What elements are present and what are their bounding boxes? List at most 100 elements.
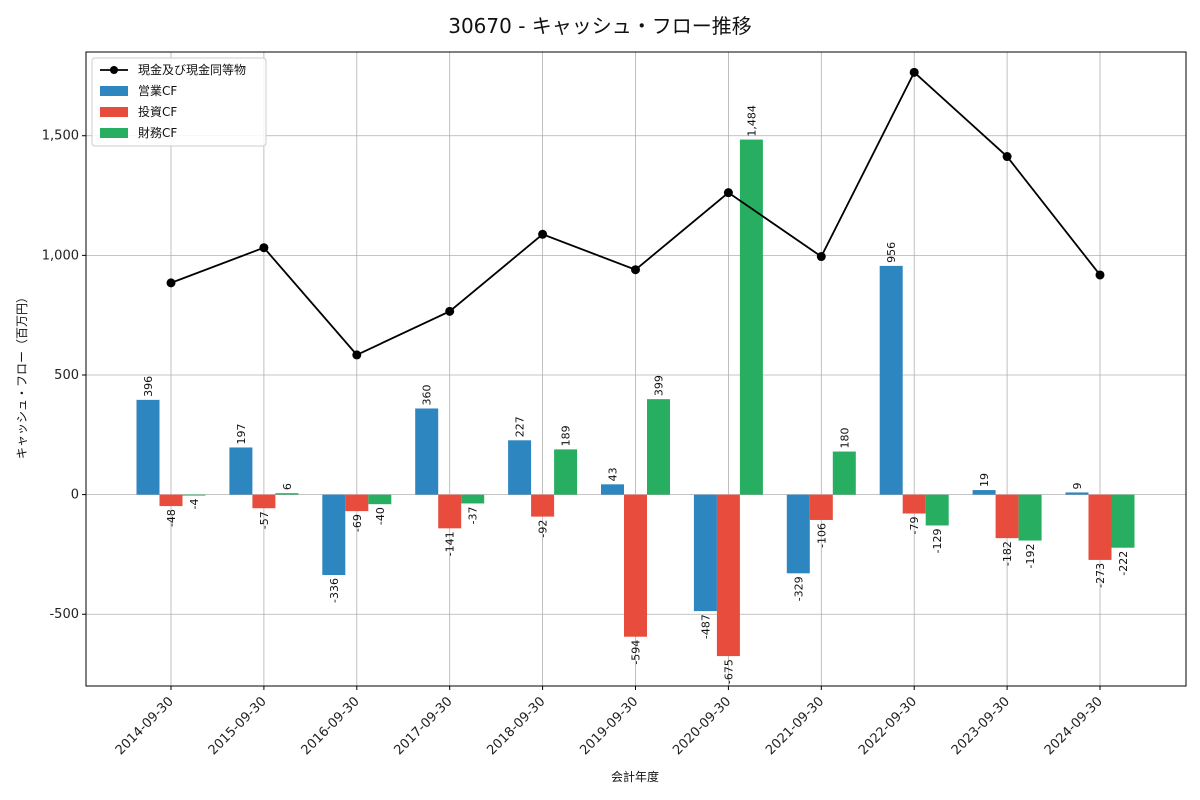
bar-営業CF-2018-09-30: [508, 440, 532, 495]
bar-営業CF-2019-09-30: [601, 484, 624, 495]
bar-value-label: -129: [931, 528, 944, 553]
bar-value-label: -92: [537, 520, 550, 538]
cash-point-2022-09-30: [909, 67, 919, 77]
x-tick-label: 2014-09-30: [113, 694, 177, 758]
cash-point-2024-09-30: [1095, 270, 1105, 280]
bar-value-label: -594: [630, 640, 643, 665]
x-tick-label: 2021-09-30: [763, 694, 827, 758]
cash-point-2014-09-30: [166, 278, 176, 288]
bar-財務CF-2021-09-30: [832, 451, 856, 495]
x-tick-label: 2022-09-30: [856, 694, 920, 758]
cash-point-2023-09-30: [1002, 152, 1012, 162]
bar-投資CF-2019-09-30: [624, 494, 647, 637]
bar-営業CF-2024-09-30: [1065, 492, 1089, 495]
legend-box: [91, 57, 267, 147]
bar-value-label: 197: [235, 423, 248, 444]
bar-投資CF-2024-09-30: [1088, 494, 1112, 560]
bar-value-label: 19: [978, 473, 991, 487]
bar-value-label: -675: [722, 659, 735, 684]
bar-value-label: -79: [908, 517, 921, 535]
bar-value-label: 956: [885, 242, 898, 263]
bar-財務CF-2015-09-30: [275, 493, 299, 495]
cash-point-2017-09-30: [445, 306, 455, 316]
bar-value-label: 189: [560, 425, 573, 446]
bar-value-label: -37: [467, 506, 480, 524]
bar-財務CF-2023-09-30: [1018, 494, 1042, 541]
bar-投資CF-2014-09-30: [159, 494, 183, 507]
bar-value-label: 1,484: [745, 105, 758, 137]
bar-営業CF-2020-09-30: [693, 494, 717, 612]
bar-value-label: 6: [281, 483, 294, 490]
bar-財務CF-2016-09-30: [368, 494, 392, 505]
y-tick-label: 1,000: [42, 248, 79, 263]
legend-label: 営業CF: [138, 84, 177, 98]
bar-投資CF-2017-09-30: [438, 494, 462, 529]
bar-財務CF-2017-09-30: [461, 494, 485, 504]
x-tick-label: 2020-09-30: [670, 694, 734, 758]
x-axis-title: 会計年度: [611, 769, 659, 784]
bar-営業CF-2015-09-30: [229, 447, 253, 495]
y-axis-title: キャッシュ・フロー（百万円）: [15, 291, 29, 459]
bar-value-label: -48: [165, 509, 178, 527]
bar-財務CF-2014-09-30: [182, 494, 206, 496]
legend-label: 現金及び現金同等物: [138, 62, 246, 77]
bar-value-label: 43: [607, 467, 620, 481]
legend-bar-swatch: [100, 107, 128, 117]
bar-営業CF-2022-09-30: [879, 265, 903, 495]
bar-value-label: -69: [351, 514, 364, 532]
bar-投資CF-2023-09-30: [995, 494, 1019, 539]
cash-point-2019-09-30: [631, 265, 640, 275]
x-tick-label: 2015-09-30: [206, 694, 270, 758]
y-tick-label: 500: [54, 368, 79, 383]
bar-営業CF-2023-09-30: [972, 490, 996, 495]
bar-value-label: 396: [142, 376, 155, 397]
x-tick-label: 2017-09-30: [391, 694, 455, 758]
bar-value-label: -106: [815, 523, 828, 548]
x-tick-label: 2016-09-30: [299, 694, 363, 758]
cash-point-2021-09-30: [816, 252, 826, 262]
bar-value-label: -57: [258, 511, 271, 529]
y-tick-label: 0: [71, 488, 79, 503]
bar-営業CF-2014-09-30: [136, 399, 160, 495]
legend-marker-swatch: [110, 66, 118, 74]
bar-value-label: -329: [792, 576, 805, 601]
y-tick-label: -500: [49, 607, 79, 622]
bar-営業CF-2021-09-30: [786, 494, 810, 574]
bar-value-label: -192: [1024, 544, 1037, 569]
cash-point-2016-09-30: [352, 350, 362, 360]
y-tick-label: 1,500: [42, 129, 79, 144]
bar-value-label: 180: [838, 428, 851, 449]
bar-投資CF-2021-09-30: [809, 494, 833, 520]
cash-point-2020-09-30: [723, 188, 733, 198]
plot-area: 396 197 -336 360 227 43 -487 -329 956 19 9 -48 -57 -6…: [42, 51, 1187, 758]
x-tick-label: 2019-09-30: [577, 694, 641, 758]
bar-value-label: -4: [188, 499, 201, 510]
chart-title: 30670 - キャッシュ・フロー推移: [448, 14, 752, 38]
bar-財務CF-2022-09-30: [925, 494, 949, 526]
bar-value-label: 9: [1071, 482, 1084, 489]
x-tick-label: 2024-09-30: [1042, 694, 1106, 758]
legend-bar-swatch: [100, 128, 128, 138]
bar-投資CF-2016-09-30: [345, 494, 369, 512]
bar-value-label: -40: [374, 507, 387, 525]
bar-営業CF-2017-09-30: [415, 408, 439, 495]
bar-value-label: 360: [421, 384, 434, 405]
cash-point-2015-09-30: [259, 243, 269, 253]
bar-value-label: -336: [328, 578, 341, 603]
bar-営業CF-2016-09-30: [322, 494, 346, 575]
x-tick-label: 2018-09-30: [484, 694, 548, 758]
bar-投資CF-2022-09-30: [902, 494, 926, 514]
bar-value-label: -182: [1001, 541, 1014, 566]
legend-bar-swatch: [100, 86, 128, 96]
bar-投資CF-2015-09-30: [252, 494, 276, 509]
bar-value-label: -487: [699, 614, 712, 639]
bar-財務CF-2019-09-30: [647, 399, 670, 495]
bar-投資CF-2018-09-30: [531, 494, 555, 517]
bar-財務CF-2020-09-30: [739, 139, 763, 495]
bar-value-label: -273: [1094, 563, 1107, 588]
bar-財務CF-2018-09-30: [554, 449, 578, 495]
x-tick-label: 2023-09-30: [949, 694, 1013, 758]
cash-point-2018-09-30: [538, 229, 548, 239]
